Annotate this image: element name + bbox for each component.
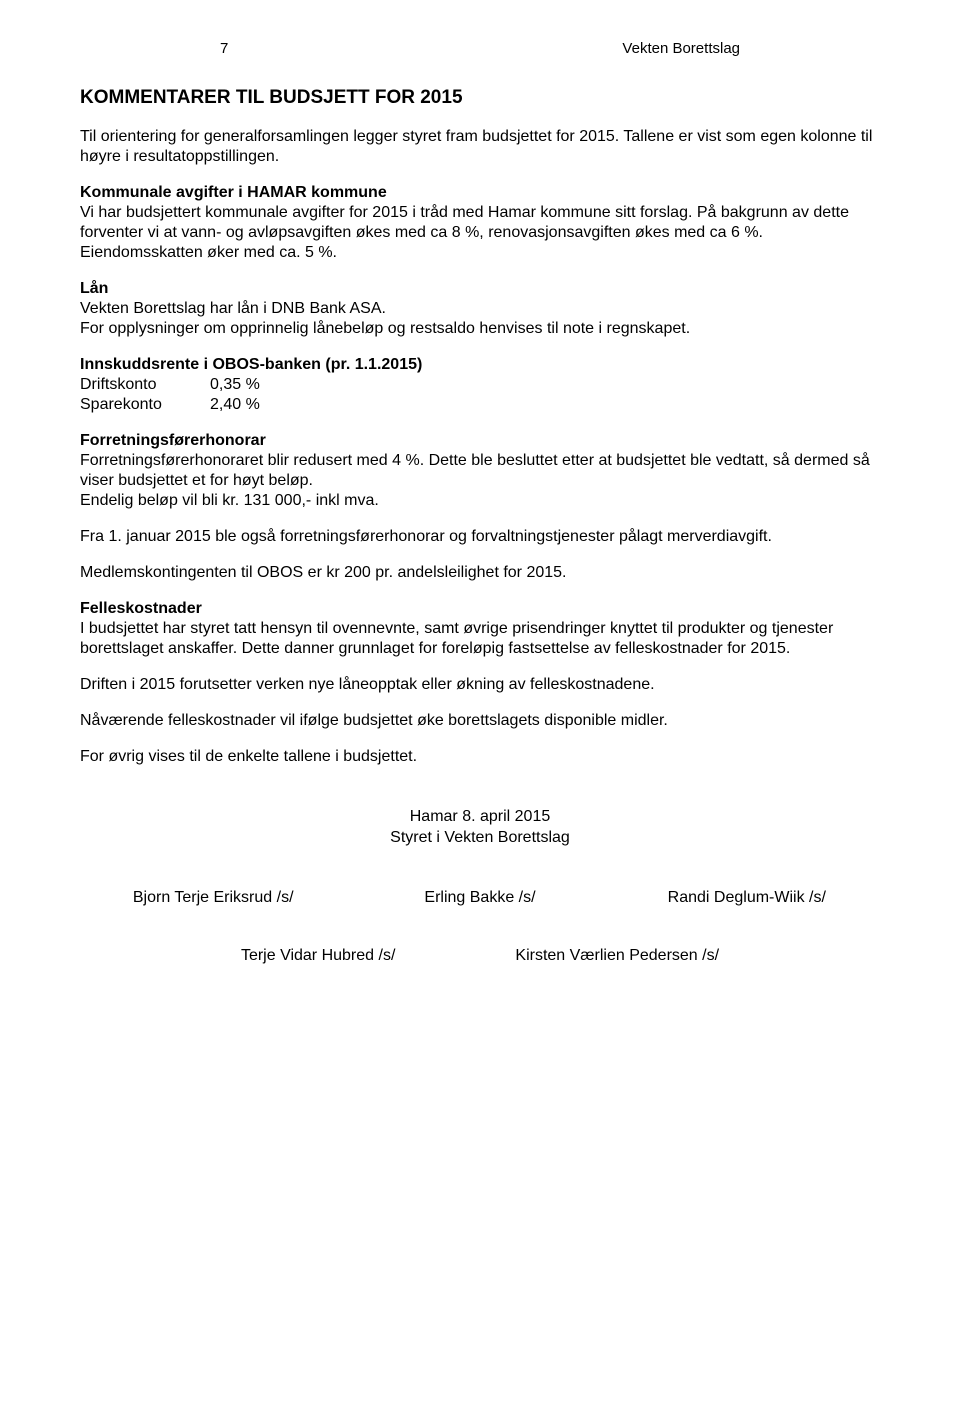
signatory: Randi Deglum-Wiik /s/: [614, 889, 880, 907]
drift-paragraph: Driften i 2015 forutsetter verken nye lå…: [80, 675, 880, 695]
forovrig-paragraph: For øvrig vises til de enkelte tallene i…: [80, 747, 880, 767]
section-felles-body: I budsjettet har styret tatt hensyn til …: [80, 619, 880, 659]
section-forretning-body2: Fra 1. januar 2015 ble også forretningsf…: [80, 527, 880, 547]
section-felles-title: Felleskostnader: [80, 599, 880, 619]
signatory: Kirsten Værlien Pedersen /s/: [515, 947, 719, 965]
section-felles: Felleskostnader I budsjettet har styret …: [80, 599, 880, 659]
signatory: Terje Vidar Hubred /s/: [241, 947, 395, 965]
driftskonto-value: 0,35 %: [210, 375, 880, 395]
page-number: 7: [220, 40, 228, 57]
section-innskudd: Innskuddsrente i OBOS-banken (pr. 1.1.20…: [80, 355, 880, 415]
section-kommunale-title: Kommunale avgifter i HAMAR kommune: [80, 183, 880, 203]
document-page: 7 Vekten Borettslag KOMMENTARER TIL BUDS…: [0, 0, 960, 1411]
signature-row-1: Bjorn Terje Eriksrud /s/ Erling Bakke /s…: [80, 889, 880, 907]
naavaerende-paragraph: Nåværende felleskostnader vil ifølge bud…: [80, 711, 880, 731]
section-kommunale: Kommunale avgifter i HAMAR kommune Vi ha…: [80, 183, 880, 263]
section-laan-body: Vekten Borettslag har lån i DNB Bank ASA…: [80, 299, 880, 339]
signatory: Bjorn Terje Eriksrud /s/: [80, 889, 346, 907]
page-header: 7 Vekten Borettslag: [80, 40, 880, 57]
document-title: KOMMENTARER TIL BUDSJETT FOR 2015: [80, 87, 880, 109]
table-row: Sparekonto 2,40 %: [80, 395, 880, 415]
section-forretning: Forretningsførerhonorar Forretningsfører…: [80, 431, 880, 511]
organization-name: Vekten Borettslag: [622, 40, 740, 57]
driftskonto-label: Driftskonto: [80, 375, 210, 395]
signatory: Erling Bakke /s/: [347, 889, 613, 907]
signature-row-2: Terje Vidar Hubred /s/ Kirsten Værlien P…: [80, 947, 880, 965]
innskudd-table: Driftskonto 0,35 % Sparekonto 2,40 %: [80, 375, 880, 415]
section-laan: Lån Vekten Borettslag har lån i DNB Bank…: [80, 279, 880, 339]
section-innskudd-title: Innskuddsrente i OBOS-banken (pr. 1.1.20…: [80, 355, 880, 375]
table-row: Driftskonto 0,35 %: [80, 375, 880, 395]
section-kommunale-body: Vi har budsjettert kommunale avgifter fo…: [80, 203, 880, 263]
section-forretning-title: Forretningsførerhonorar: [80, 431, 880, 451]
sparekonto-label: Sparekonto: [80, 395, 210, 415]
signature-board: Styret i Vekten Borettslag: [80, 828, 880, 849]
section-laan-title: Lån: [80, 279, 880, 299]
signature-date: Hamar 8. april 2015: [80, 807, 880, 828]
sparekonto-value: 2,40 %: [210, 395, 880, 415]
section-forretning-body1: Forretningsførerhonoraret blir redusert …: [80, 451, 880, 511]
section-forretning-body3: Medlemskontingenten til OBOS er kr 200 p…: [80, 563, 880, 583]
intro-paragraph: Til orientering for generalforsamlingen …: [80, 127, 880, 167]
signature-date-block: Hamar 8. april 2015 Styret i Vekten Bore…: [80, 807, 880, 849]
